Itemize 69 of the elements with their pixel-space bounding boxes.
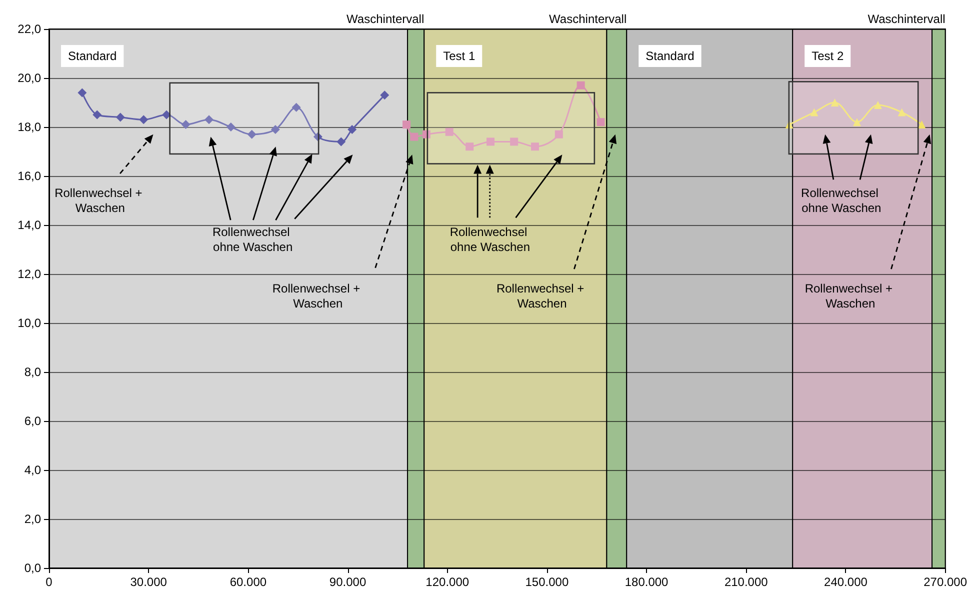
annotation: Rollenwechsel + Waschen	[804, 282, 896, 311]
point	[810, 108, 818, 116]
point	[554, 130, 563, 138]
x-tick-label: 90.000	[329, 575, 366, 589]
point	[204, 115, 214, 124]
y-tick-label: 0,0	[24, 561, 42, 575]
point	[380, 90, 390, 100]
point	[92, 110, 102, 120]
band-label: Test 2	[812, 49, 844, 63]
point	[348, 124, 357, 134]
point	[853, 118, 862, 126]
y-tick-label: 16,0	[18, 169, 42, 183]
point	[116, 112, 125, 122]
point	[292, 102, 301, 112]
x-tick-label: 30.000	[130, 575, 168, 589]
point	[139, 115, 148, 124]
x-tick-label: 120.000	[426, 575, 470, 589]
point	[510, 138, 518, 146]
x-tick-label: 210.000	[724, 575, 768, 589]
point	[531, 142, 539, 151]
point	[596, 118, 605, 126]
x-tick-label: 270.000	[924, 575, 968, 589]
band-label: Test 1	[443, 49, 476, 63]
point	[410, 132, 418, 141]
annotation: Rollenwechsel ohne Waschen	[450, 225, 531, 254]
x-tick-label: 150.000	[525, 575, 569, 589]
annotation: Rollenwechsel + Waschen	[54, 186, 146, 215]
band-label: Waschintervall	[868, 12, 946, 26]
point	[898, 108, 906, 116]
point	[181, 120, 190, 130]
band-label: Waschintervall	[549, 12, 627, 26]
x-tick-label: 180.000	[624, 575, 669, 589]
point	[445, 128, 454, 136]
annotation: Rollenwechsel + Waschen	[496, 282, 588, 311]
point	[226, 122, 236, 132]
y-tick-label: 2,0	[24, 512, 42, 526]
y-tick-label: 10,0	[18, 316, 42, 330]
point	[162, 110, 172, 120]
point	[422, 130, 430, 138]
point	[486, 138, 495, 146]
point	[466, 142, 474, 151]
point	[402, 120, 411, 129]
y-tick-label: 4,0	[24, 463, 42, 477]
y-tick-label: 22,0	[18, 22, 42, 36]
x-tick-label: 240.000	[824, 575, 868, 589]
point	[874, 100, 882, 109]
x-tick-label: 60.000	[230, 575, 267, 589]
y-tick-label: 18,0	[18, 120, 42, 134]
y-tick-label: 12,0	[18, 267, 42, 281]
point	[785, 120, 794, 129]
point	[918, 120, 926, 129]
annotation: Rollenwechsel ohne Waschen	[801, 186, 882, 215]
point	[336, 137, 346, 146]
annotation: Rollenwechsel ohne Waschen	[212, 225, 294, 254]
y-tick-label: 8,0	[24, 365, 42, 379]
y-tick-label: 6,0	[24, 414, 42, 428]
point	[830, 98, 839, 106]
y-tick-label: 14,0	[18, 218, 42, 232]
y-tick-label: 20,0	[18, 71, 42, 85]
band-label: Standard	[68, 49, 117, 63]
point	[576, 81, 585, 90]
band-label: Waschintervall	[346, 12, 424, 26]
band-label: Standard	[646, 49, 694, 63]
annotation: Rollenwechsel + Waschen	[272, 282, 364, 311]
point	[270, 124, 280, 134]
point	[78, 88, 87, 98]
point	[313, 132, 322, 142]
point	[247, 130, 256, 139]
x-tick-label: 0	[46, 575, 53, 589]
